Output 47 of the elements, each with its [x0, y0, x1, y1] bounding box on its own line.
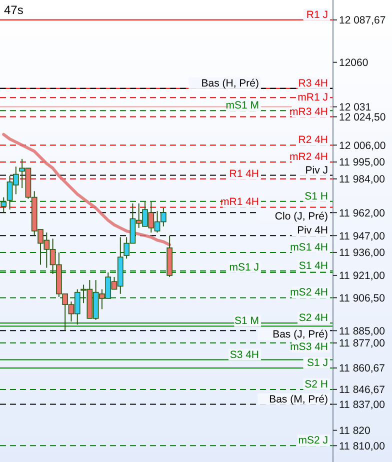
ref-line-label: mR1 J: [298, 92, 328, 104]
y-tick-label: 11 962,00: [339, 207, 386, 220]
y-tick-label: 12 087,67: [339, 14, 386, 27]
ref-line-label: mS2 4H: [290, 286, 328, 299]
ref-line-label: Piv J: [305, 164, 328, 176]
annotation: 47s: [4, 3, 24, 17]
ref-line-label: Bas (J, Pré): [272, 328, 328, 341]
y-tick-label: 11 921,00: [339, 270, 386, 282]
y-tick-label: 11 947,00: [339, 230, 386, 242]
ref-line-label: S1 J: [306, 356, 328, 369]
y-tick-label: 11 906,50: [339, 292, 386, 304]
ref-line-label: mS1 4H: [290, 241, 328, 254]
y-tick-label: 11 984,00: [339, 174, 386, 186]
ref-line-label: Bas (M, Pré): [269, 393, 328, 406]
ref-line-label: R1 J: [306, 8, 328, 21]
y-tick-label: 11 936,00: [339, 247, 386, 260]
ref-line-label: S1 H: [304, 190, 328, 202]
ref-line-label: S1 4H: [298, 260, 328, 272]
ref-line-label: mR2 4H: [289, 151, 328, 163]
y-tick-label: 11 810,00: [339, 440, 386, 452]
ref-line-label: Clo (J, Pré): [274, 210, 328, 223]
ref-line-label: mS3 4H: [290, 340, 328, 353]
y-tick-label: 11 877,00: [339, 338, 386, 350]
ref-line-label: R2 4H: [298, 134, 328, 146]
ref-line-label: Bas (H, Pré): [201, 77, 259, 90]
y-tick-label: 12060: [339, 57, 368, 70]
ref-line-label: S2 4H: [298, 312, 328, 324]
y-tick-label: 11 820: [339, 425, 370, 438]
ref-line-label: mS1 J: [229, 261, 259, 274]
y-tick-label: 11 860,67: [339, 362, 386, 375]
ref-line-label: R1 4H: [229, 168, 259, 180]
ref-line-label: mS2 J: [298, 434, 328, 447]
ref-line-label: mR3 4H: [289, 106, 328, 118]
ref-line-label: mS1 M: [226, 100, 259, 112]
ref-line-label: S2 H: [304, 378, 328, 390]
ref-line-label: mR1 4H: [220, 196, 259, 208]
ref-line-label: S1 M: [234, 315, 259, 328]
y-tick-label: 11 885,00: [339, 325, 386, 338]
y-tick-label: 12 024,50: [339, 111, 386, 124]
y-tick-label: 12 006,00: [339, 140, 386, 152]
y-tick-label: 11 837,00: [339, 398, 386, 411]
ref-line-label: R3 4H: [298, 77, 328, 90]
ref-line-label: Piv 4H: [297, 224, 328, 237]
ref-line-label: S3 4H: [230, 348, 259, 361]
y-tick-label: 11 995,00: [339, 156, 386, 169]
y-tick-label: 12 031: [339, 101, 372, 114]
y-tick-label: 11 846,67: [339, 384, 386, 396]
